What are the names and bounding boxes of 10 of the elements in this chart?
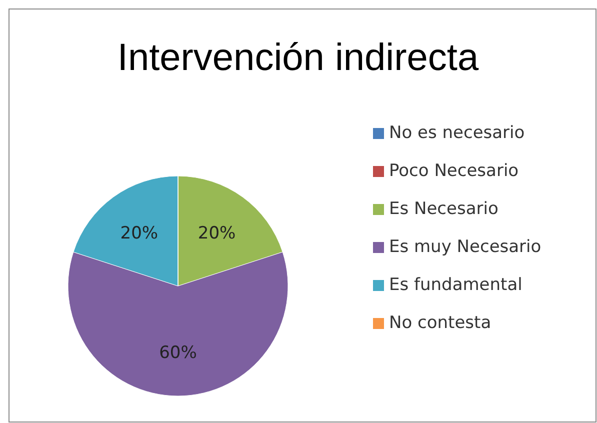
legend-label: Poco Necesario xyxy=(389,161,519,181)
chart-title: Intervención indirecta xyxy=(117,37,480,79)
legend-label: Es muy Necesario xyxy=(389,237,542,257)
data-label: 60% xyxy=(159,342,197,363)
legend-label: No es necesario xyxy=(389,123,525,143)
legend-label: Es fundamental xyxy=(389,275,522,295)
data-label: 20% xyxy=(198,224,236,244)
legend-label: Es Necesario xyxy=(389,199,498,219)
data-label: 20% xyxy=(120,224,158,244)
legend-label: No contesta xyxy=(389,313,492,333)
